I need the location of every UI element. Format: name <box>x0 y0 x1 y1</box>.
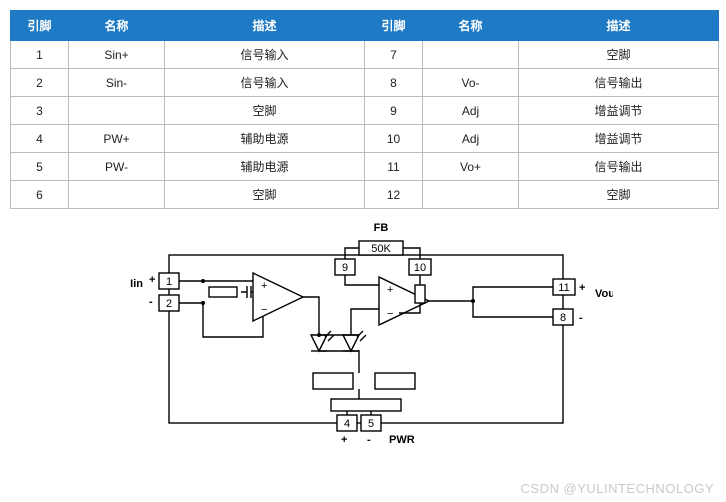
table-cell: 辅助电源 <box>165 125 365 153</box>
vout-minus: - <box>579 312 583 324</box>
table-cell: PW+ <box>69 125 165 153</box>
table-cell: 增益调节 <box>519 125 719 153</box>
table-cell: PW- <box>69 153 165 181</box>
svg-text:−: − <box>387 308 393 320</box>
table-cell: 辅助电源 <box>165 153 365 181</box>
svg-text:+: + <box>261 280 267 292</box>
pin-table-head: 引脚 名称 描述 引脚 名称 描述 <box>11 11 719 41</box>
table-cell: 9 <box>365 97 423 125</box>
table-cell: 8 <box>365 69 423 97</box>
table-cell <box>69 97 165 125</box>
table-cell <box>423 181 519 209</box>
table-cell: 空脚 <box>519 181 719 209</box>
table-cell: 增益调节 <box>519 97 719 125</box>
table-cell: Adj <box>423 125 519 153</box>
table-cell: 5 <box>11 153 69 181</box>
watermark: CSDN @YULINTECHNOLOGY <box>521 481 714 496</box>
table-row: 2Sin-信号输入8Vo-信号输出 <box>11 69 719 97</box>
table-cell: Sin- <box>69 69 165 97</box>
table-row: 3 空脚9Adj增益调节 <box>11 97 719 125</box>
table-cell <box>423 41 519 69</box>
table-cell: 11 <box>365 153 423 181</box>
svg-text:−: − <box>261 304 267 316</box>
table-cell: 信号输出 <box>519 69 719 97</box>
vout-label: Vout <box>595 288 613 300</box>
pin-8: 8 <box>560 312 566 324</box>
table-cell: 7 <box>365 41 423 69</box>
table-row: 4PW+辅助电源10Adj增益调节 <box>11 125 719 153</box>
table-row: 6空脚12空脚 <box>11 181 719 209</box>
pwr-minus: - <box>367 434 371 446</box>
table-cell: Vo+ <box>423 153 519 181</box>
th-name-l: 名称 <box>69 11 165 41</box>
iin-label: Iin <box>130 278 143 290</box>
table-cell <box>69 181 165 209</box>
th-name-r: 名称 <box>423 11 519 41</box>
table-cell: 12 <box>365 181 423 209</box>
iin-minus: - <box>149 296 153 308</box>
th-desc-l: 描述 <box>165 11 365 41</box>
th-desc-r: 描述 <box>519 11 719 41</box>
pwr-label: PWR <box>389 434 415 446</box>
pwr-plus: + <box>341 434 347 446</box>
pin-5: 5 <box>368 418 374 430</box>
pin-table: 引脚 名称 描述 引脚 名称 描述 1Sin+信号输入7空脚2Sin-信号输入8… <box>10 10 719 209</box>
table-cell: 10 <box>365 125 423 153</box>
table-cell: Sin+ <box>69 41 165 69</box>
table-cell: 空脚 <box>165 97 365 125</box>
svg-text:+: + <box>387 284 393 296</box>
table-cell: 2 <box>11 69 69 97</box>
table-row: 5PW-辅助电源11Vo+信号输出 <box>11 153 719 181</box>
iin-plus: + <box>149 274 155 286</box>
pin-11: 11 <box>558 282 569 294</box>
pin-1: 1 <box>166 276 172 288</box>
table-cell: 信号输出 <box>519 153 719 181</box>
table-cell: 1 <box>11 41 69 69</box>
table-cell: 空脚 <box>165 181 365 209</box>
table-cell: 6 <box>11 181 69 209</box>
table-cell: 信号输入 <box>165 41 365 69</box>
pin-4: 4 <box>344 418 350 430</box>
vout-plus: + <box>579 282 585 294</box>
pin-table-body: 1Sin+信号输入7空脚2Sin-信号输入8Vo-信号输出3空脚9Adj增益调节… <box>11 41 719 209</box>
schematic-diagram: FB 50K 9 10 Iin + - 1 2 + − + − <box>10 217 716 462</box>
pin-9: 9 <box>342 262 348 274</box>
schematic-svg: FB 50K 9 10 Iin + - 1 2 + − + − <box>113 217 613 457</box>
table-cell: Adj <box>423 97 519 125</box>
fb-label: FB <box>374 222 389 234</box>
th-pin-r: 引脚 <box>365 11 423 41</box>
fb-value: 50K <box>371 243 391 255</box>
table-cell: Vo- <box>423 69 519 97</box>
pin-10: 10 <box>414 262 426 274</box>
table-cell: 4 <box>11 125 69 153</box>
table-cell: 信号输入 <box>165 69 365 97</box>
table-cell: 空脚 <box>519 41 719 69</box>
th-pin-l: 引脚 <box>11 11 69 41</box>
pin-2: 2 <box>166 298 172 310</box>
table-cell: 3 <box>11 97 69 125</box>
table-row: 1Sin+信号输入7 空脚 <box>11 41 719 69</box>
